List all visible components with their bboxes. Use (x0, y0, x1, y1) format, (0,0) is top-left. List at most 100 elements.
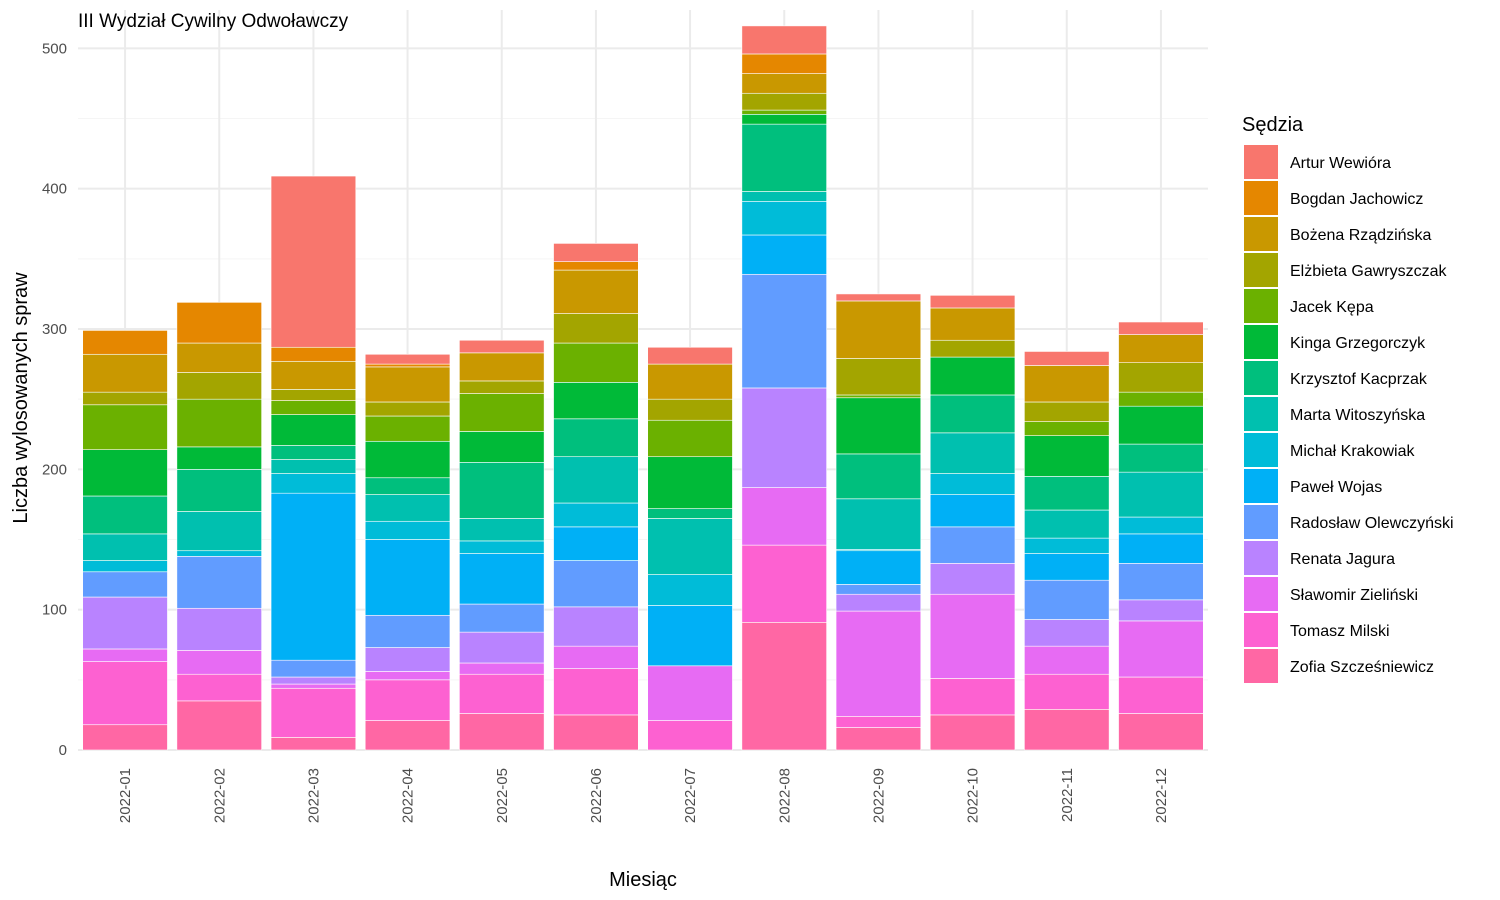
bar-segment (835, 293, 922, 302)
bar-segment (553, 668, 639, 716)
bar-segment (364, 494, 451, 522)
legend-swatch (1244, 577, 1278, 611)
bar-segment (364, 720, 451, 751)
bar-segment (929, 307, 1016, 341)
legend-swatch (1244, 289, 1278, 323)
bar-segment (741, 53, 827, 74)
bar-segment (82, 648, 168, 662)
bar-segment (1118, 563, 1204, 601)
legend-label: Radosław Olewczyński (1290, 515, 1454, 532)
bar-segment (364, 363, 451, 368)
bar-segment (364, 671, 451, 681)
bar-segment (270, 389, 357, 401)
y-tick-label: 0 (59, 742, 67, 759)
bar-segment (364, 353, 451, 365)
x-tick-label: 2022-02 (211, 768, 228, 823)
bar-segment (270, 492, 357, 661)
bar-segment (1118, 321, 1204, 335)
bar-segment (459, 393, 545, 432)
bar-segment (1024, 509, 1110, 539)
bar-segment (553, 606, 639, 647)
legend-swatch (1244, 217, 1278, 251)
bar-segment (176, 650, 262, 675)
bar-segment (82, 724, 168, 751)
bar-segment (270, 445, 357, 460)
bar-segment (176, 550, 262, 557)
bar-segment (1024, 476, 1110, 511)
bar-segment (1024, 421, 1110, 436)
bar-segment (364, 614, 451, 648)
bar-segment (929, 356, 1016, 396)
bar-segment (82, 596, 168, 650)
bar-segment (1118, 676, 1204, 714)
bar-segment (647, 346, 733, 365)
legend-swatch (1244, 541, 1278, 575)
legend-label: Jacek Kępa (1290, 299, 1374, 316)
bar-segment (459, 352, 545, 382)
bar-segment (270, 175, 357, 348)
y-tick-label: 100 (42, 602, 67, 619)
bar-segment (176, 398, 262, 448)
bar-segment (929, 563, 1016, 595)
bar-segment (270, 473, 357, 494)
bar-segment (82, 571, 168, 598)
bar-segment (647, 419, 733, 458)
bar-segment (1024, 709, 1110, 751)
bar-segment (553, 261, 639, 271)
bar-segment (1024, 579, 1110, 620)
bar-segment (1024, 553, 1110, 581)
bar-segment (459, 339, 545, 354)
bar-segment (270, 687, 357, 738)
bar-segment (553, 243, 639, 262)
bar-segment (1118, 391, 1204, 407)
y-tick-label: 400 (42, 181, 67, 198)
bar-segment (929, 593, 1016, 679)
bar-segment (835, 358, 922, 396)
bar-segment (82, 495, 168, 535)
bar-segment (1118, 533, 1204, 564)
x-tick-label: 2022-08 (776, 768, 793, 823)
legend-label: Sławomir Zieliński (1290, 587, 1418, 604)
bars-layer (82, 25, 1204, 751)
x-tick-label: 2022-10 (965, 768, 982, 823)
bar-segment (929, 526, 1016, 564)
bar-segment (1118, 516, 1204, 535)
legend-swatch (1244, 433, 1278, 467)
legend-label: Elżbieta Gawryszczak (1290, 263, 1447, 280)
bar-segment (553, 502, 639, 528)
bar-segment (270, 414, 357, 446)
bar-segment (364, 415, 451, 442)
x-tick-label: 2022-06 (588, 768, 605, 823)
bar-segment (835, 453, 922, 500)
bar-segment (270, 683, 357, 689)
bar-segment (459, 431, 545, 463)
legend-label: Tomasz Milski (1290, 623, 1390, 640)
bar-segment (647, 665, 733, 721)
legend-swatch (1244, 505, 1278, 539)
bar-segment (364, 647, 451, 672)
bar-segment (1118, 443, 1204, 473)
bar-segment (835, 550, 922, 585)
bar-segment (929, 494, 1016, 528)
bar-segment (929, 678, 1016, 716)
bar-segment (176, 469, 262, 512)
bar-segment (270, 360, 357, 390)
bar-segment (82, 353, 168, 393)
bar-segment (364, 440, 451, 479)
bar-segment (835, 584, 922, 595)
bar-segment (459, 713, 545, 751)
bar-segment (741, 123, 827, 192)
bar-segment (1118, 334, 1204, 363)
bar-segment (741, 25, 827, 55)
bar-segment (364, 679, 451, 721)
bar-segment (929, 339, 1016, 358)
legend-label: Marta Witoszyńska (1290, 407, 1425, 424)
bar-segment (647, 518, 733, 575)
bar-segment (364, 366, 451, 403)
y-tick-label: 200 (42, 461, 67, 478)
bar-segment (553, 269, 639, 314)
bar-segment (741, 201, 827, 236)
bar-segment (364, 520, 451, 540)
bar-segment (459, 673, 545, 714)
bar-segment (176, 673, 262, 702)
